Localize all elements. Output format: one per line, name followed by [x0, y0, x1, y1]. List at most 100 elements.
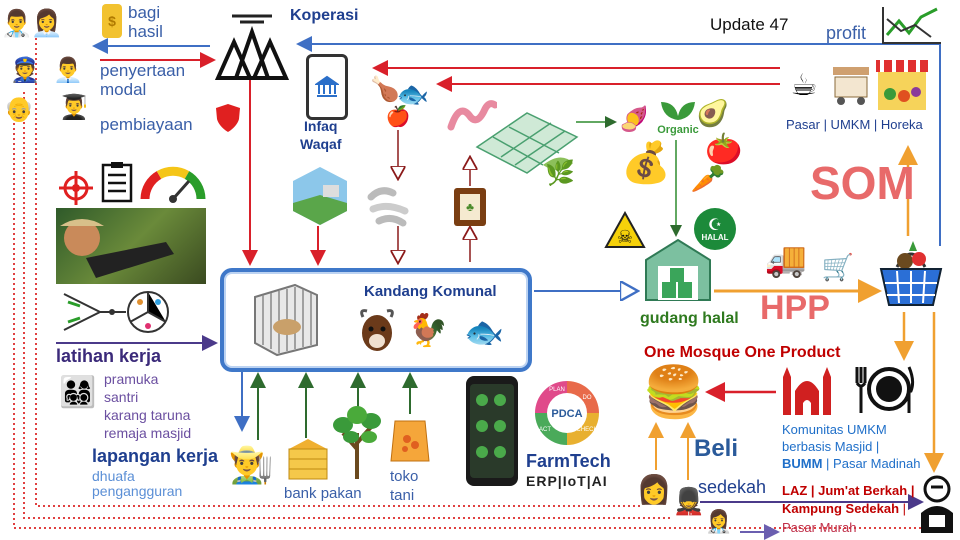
earthworm-icon [446, 96, 498, 138]
svg-text:ACT: ACT [539, 427, 551, 433]
poison-warning-icon: ☠ [604, 210, 646, 250]
list-item: dhuafa [92, 468, 135, 484]
svg-text:PLAN: PLAN [549, 387, 565, 393]
bagi-hasil-label: bagi hasil [128, 3, 163, 41]
toko-tani-label: toko tani [390, 468, 419, 504]
omop-title: One Mosque One Product [644, 344, 841, 361]
penyertaan-modal-label: penyertaan modal [100, 61, 186, 99]
mobile-bank-icon [306, 54, 348, 120]
hpp-label: HPP [760, 289, 830, 327]
latihan-list: pramuka santri karang taruna remaja masj… [104, 370, 191, 442]
fertilizer-frame-icon: ♣ [454, 188, 486, 226]
doctor-icon: 👨‍⚕️ [0, 9, 34, 39]
elder-icon: 👴 [4, 95, 34, 123]
beli-label: Beli [694, 435, 739, 462]
kampung-sedekah-label: Kampung Sedekah [782, 501, 900, 516]
seed-bag-icon [388, 414, 432, 466]
checklist-icon [100, 160, 134, 204]
list-item: remaja masjid [104, 425, 192, 441]
svg-text:☠: ☠ [617, 227, 633, 247]
shopping-basket-icon [876, 236, 946, 310]
halal-badge: ☪ HALAL [694, 208, 736, 250]
coffee-machine-icon: ☕ [790, 67, 818, 103]
soldier-buyer-icon: 💂 [672, 487, 706, 517]
tomato-icon: 🍅 [705, 131, 743, 167]
gold-bar-icon: $ [102, 4, 122, 38]
update-label: Update 47 [710, 15, 789, 34]
community-people-icon: 👨‍👩‍👧‍👦 [59, 374, 97, 410]
sedekah-label: sedekah [698, 477, 767, 497]
komunitas-line-1: Komunitas UMKM [782, 422, 887, 437]
shopping-cart-icon: 🛒 [821, 253, 855, 283]
sweet-potato-icon: 🍠 [619, 105, 649, 133]
maggot-icon [364, 182, 414, 228]
speedometer-icon [138, 162, 208, 204]
warehouse-icon [642, 236, 714, 302]
target-icon [58, 170, 94, 206]
farmtech-subtitle: ERP|IoT|AI [526, 473, 608, 489]
list-item: pramuka [104, 371, 159, 387]
recipient-person-icon [916, 474, 958, 536]
bank-pakan-label: bank pakan [284, 485, 362, 502]
waqaf-land-icon [288, 164, 352, 228]
farm-field-icon [456, 106, 580, 180]
svg-text:CHECK: CHECK [576, 427, 597, 433]
laz-line-3: Pasar Murah [782, 520, 857, 535]
tree-icon [328, 402, 386, 480]
profit-chart-icon [880, 4, 944, 46]
chicken-leg-icon: 🍗 [370, 75, 400, 103]
list-item: santri [104, 389, 139, 405]
gudang-halal-label: gudang halal [640, 310, 739, 327]
goat-icon [356, 306, 398, 360]
komunitas-line-3: BUMM | Pasar Madinah [782, 456, 921, 471]
delivery-truck-icon: 🚚 [764, 240, 808, 280]
lapangan-kerja-title: lapangan kerja [92, 446, 219, 466]
organic-badge: Organic [652, 96, 704, 136]
latihan-kerja-title: latihan kerja [56, 346, 162, 366]
businesswoman-icon: 👩‍💼 [30, 9, 64, 39]
farmtech-title: FarmTech [526, 451, 611, 471]
profit-label: profit [826, 23, 867, 43]
pasar-umkm-label: Pasar | UMKM | Horeka [786, 117, 923, 132]
chicken-icon: 🐓 [408, 311, 448, 349]
laz-line-2: Kampung Sedekah | [782, 501, 907, 516]
burger-icon: 🍔 [642, 362, 706, 421]
fish-icon: 🐟 [464, 313, 504, 351]
farmer-photo [56, 208, 206, 284]
graduate-icon: 👨‍🎓 [59, 93, 89, 121]
kandang-komunal-title: Kandang Komunal [364, 283, 497, 300]
list-item: pengangguran [92, 483, 183, 499]
police-officer-icon: 👮 [10, 56, 40, 84]
feed-bank-icon [284, 436, 332, 482]
carrot-icon: 🥕 [690, 161, 726, 195]
farmer-worker-icon: 👨‍🌾 [228, 445, 274, 486]
apple-core-icon: 🍎 [385, 104, 411, 128]
businessman-icon: 👨‍💼 [53, 56, 83, 84]
pdca-cycle-icon: PDCA PLAN DO CHECK ACT [530, 376, 604, 450]
shield-icon [214, 102, 242, 134]
infaq-waqaf-label: Infaq Waqaf [300, 118, 342, 152]
svg-text:DO: DO [583, 395, 592, 401]
nurse-icon: 👩‍⚕️ [705, 509, 733, 535]
market-stall-icon [874, 56, 930, 112]
plate-cutlery-icon [850, 362, 916, 416]
laz-line-1: LAZ | Jum'at Berkah | [782, 483, 915, 498]
food-cart-icon [828, 62, 874, 108]
koperasi-title: Koperasi [290, 7, 359, 24]
mosque-icon [780, 362, 834, 416]
seed-sack-icon: 💰 [621, 139, 671, 186]
svg-text:PDCA: PDCA [551, 408, 582, 420]
avocado-icon: 🥑 [696, 99, 730, 129]
svg-text:Organic: Organic [657, 124, 699, 136]
animal-cage-icon [250, 280, 322, 358]
woman-buyer-icon: 👩 [636, 472, 672, 506]
list-item: karang taruna [104, 407, 191, 423]
koperasi-logo [212, 12, 292, 82]
kandang-komunal-box: Kandang Komunal 🐓 🐟 [220, 268, 532, 372]
som-label: SOM [810, 157, 915, 209]
leaf-bug-icon: 🌿 [545, 159, 575, 187]
bumm-label: BUMM [782, 456, 823, 471]
process-flow-icon [60, 288, 170, 336]
pembiayaan-label: pembiayaan [100, 115, 193, 134]
farmtech-phone-icon [466, 376, 518, 486]
